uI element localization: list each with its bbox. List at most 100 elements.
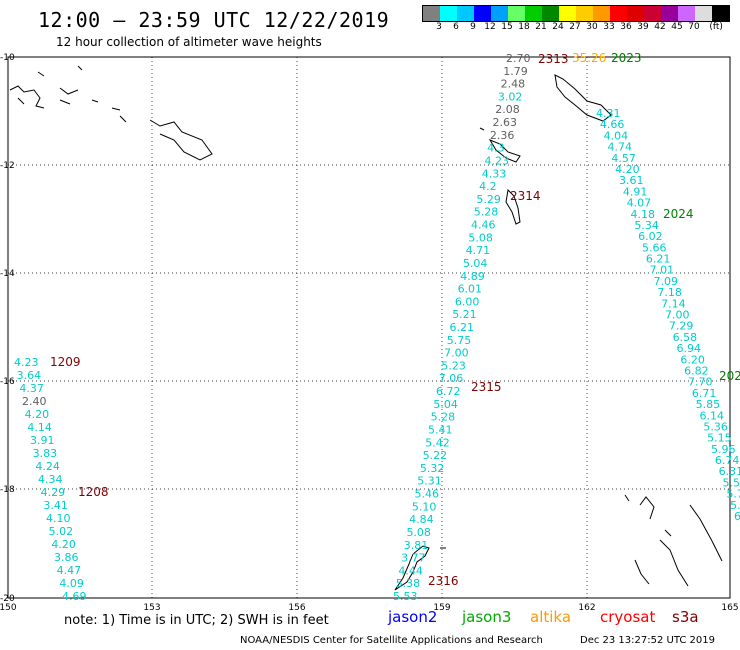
coastline xyxy=(554,74,612,122)
swh-value-mid-track: 1.79 xyxy=(503,65,528,78)
colorbar-label: 21 xyxy=(535,22,547,32)
swh-value-right-track: 6.31 xyxy=(719,465,740,478)
swh-value-right-track: 5.15 xyxy=(707,432,732,445)
swh-value-right-track: 7.70 xyxy=(688,376,713,389)
swh-value-mid-track: 3.81 xyxy=(404,539,429,552)
swh-value-right-track: 5.7 xyxy=(726,488,740,501)
colorbar-swatch xyxy=(474,6,491,21)
lat-tick-label: -10 xyxy=(0,53,15,63)
swh-value-mid-track: 5.21 xyxy=(452,308,477,321)
swh-value-right-track: 5.96 xyxy=(711,443,736,456)
track-time-label: 1208 xyxy=(78,485,109,499)
swh-value-mid-track: 4.84 xyxy=(409,513,434,526)
swh-value-left-track: 3.86 xyxy=(54,551,79,564)
map-frame xyxy=(7,56,731,599)
swh-value-right-track: 6.74 xyxy=(715,454,740,467)
swh-value-mid-track: 4.89 xyxy=(460,270,485,283)
colorbar-label: 45 xyxy=(671,22,683,32)
swh-value-right-track: 6.94 xyxy=(677,342,702,355)
swh-value-right-track: 4.04 xyxy=(604,129,629,142)
swh-value-right-track: 7.01 xyxy=(650,264,675,277)
swh-value-mid-track: 2.36 xyxy=(490,129,515,142)
lon-tick-label: 150 xyxy=(0,603,17,613)
colorbar-swatch xyxy=(610,6,627,21)
coastline xyxy=(9,65,213,161)
track-time-label: 2024 xyxy=(663,207,694,221)
swh-value-left-track: 4.47 xyxy=(57,564,82,577)
swh-value-right-track: 6.82 xyxy=(684,364,709,377)
track-time-label: 35.26 xyxy=(572,51,606,65)
track-time-label: 2314 xyxy=(510,189,541,203)
swh-value-right-track: 6.14 xyxy=(700,409,725,422)
swh-value-right-track: 4.91 xyxy=(623,185,648,198)
colorbar-swatch xyxy=(542,6,559,21)
swh-value-mid-track: 5.08 xyxy=(406,526,431,539)
swh-value-mid-track: 4.33 xyxy=(482,167,507,180)
track-time-label: 2023 xyxy=(611,51,642,65)
colorbar-swatch xyxy=(559,6,576,21)
swh-value-left-track: 4.20 xyxy=(25,408,49,421)
swh-value-mid-track: 2.70 xyxy=(506,52,531,65)
swh-value-mid-track: 5.29 xyxy=(476,193,501,206)
swh-value-mid-track: 5.04 xyxy=(463,257,488,270)
lon-tick-label: 153 xyxy=(143,603,160,613)
footer-timestamp: Dec 23 13:27:52 UTC 2019 xyxy=(580,635,715,646)
lat-tick-label: -20 xyxy=(0,594,15,604)
colorbar-label: 9 xyxy=(470,22,476,32)
colorbar-swatch xyxy=(525,6,542,21)
swh-value-right-track: 4.57 xyxy=(611,152,636,165)
swh-value-left-track: 4.69 xyxy=(62,590,87,603)
legend-s3a: s3a xyxy=(672,608,699,626)
swh-value-mid-track: 4.3 xyxy=(487,142,505,155)
colorbar-label: 6 xyxy=(453,22,459,32)
colorbar-label: 33 xyxy=(603,22,615,32)
swh-value-right-track: 6.58 xyxy=(673,331,698,344)
colorbar-label: 27 xyxy=(569,22,581,32)
swh-value-right-track: 6.21 xyxy=(646,253,671,266)
colorbar-swatch xyxy=(627,6,644,21)
swh-value-right-track: 4.20 xyxy=(615,163,640,176)
swh-value-mid-track: 4.44 xyxy=(398,564,423,577)
swh-value-mid-track: 7.06 xyxy=(439,372,464,385)
colorbar-swatch xyxy=(508,6,525,21)
track-time-label: 2315 xyxy=(471,380,502,394)
swh-value-right-track: 4.31 xyxy=(596,107,621,120)
swh-value-mid-track: 5.31 xyxy=(417,475,442,488)
swh-value-right-track: 7.09 xyxy=(654,275,679,288)
lon-tick-label: 156 xyxy=(288,603,305,613)
swh-value-left-track: 5.02 xyxy=(49,525,74,538)
colorbar-swatch xyxy=(678,6,695,21)
swh-value-right-track: 5.36 xyxy=(703,420,728,433)
swh-value-right-track: 5.34 xyxy=(634,219,659,232)
swh-value-right-track: 6 xyxy=(734,510,740,523)
swh-value-mid-track: 6.00 xyxy=(455,295,480,308)
swh-value-left-track: 4.29 xyxy=(41,486,66,499)
swh-value-left-track: 4.20 xyxy=(51,538,75,551)
swh-value-right-track: 7.14 xyxy=(661,297,686,310)
coastline xyxy=(505,188,521,225)
colorbar-label: 3 xyxy=(436,22,442,32)
lon-tick-label: 165 xyxy=(721,603,738,613)
track-time-label: 1209 xyxy=(50,355,81,369)
colorbar-swatch xyxy=(644,6,661,21)
swh-value-mid-track: 5.38 xyxy=(396,577,421,590)
lon-tick-label: 159 xyxy=(433,603,450,613)
swh-value-mid-track: 4.46 xyxy=(471,219,496,232)
colorbar-swatch xyxy=(440,6,457,21)
swh-value-right-track: 3.61 xyxy=(619,174,644,187)
swh-value-mid-track: 5.75 xyxy=(447,334,472,347)
legend-altika: altika xyxy=(530,608,572,626)
track-time-label: 202 xyxy=(719,369,740,383)
swh-value-mid-track: 7.00 xyxy=(444,347,469,360)
swh-value-left-track: 4.09 xyxy=(59,577,83,590)
lat-tick-label: -16 xyxy=(0,377,15,387)
swh-value-mid-track: 5.23 xyxy=(441,359,466,372)
colorbar-swatch xyxy=(712,6,729,21)
swh-value-left-track: 3.41 xyxy=(43,499,67,512)
swh-value-mid-track: 4.71 xyxy=(466,244,491,257)
swh-value-right-track: 4.18 xyxy=(631,208,656,221)
swh-value-mid-track: 2.48 xyxy=(501,78,525,91)
swh-value-mid-track: 2.08 xyxy=(495,103,520,116)
coastline xyxy=(394,545,446,591)
swh-value-left-track: 4.14 xyxy=(27,421,52,434)
